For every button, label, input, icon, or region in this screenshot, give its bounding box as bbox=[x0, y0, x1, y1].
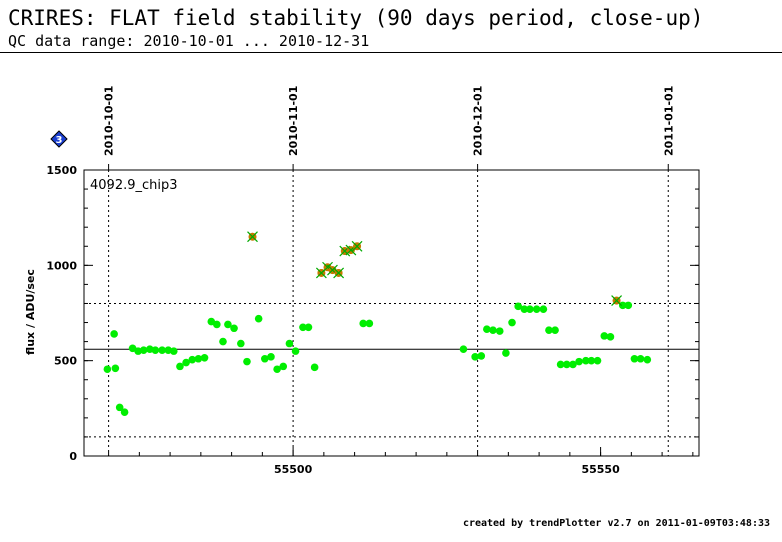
page-title: CRIRES: FLAT field stability (90 days pe… bbox=[8, 6, 704, 30]
data-points bbox=[103, 231, 652, 416]
outlier-point bbox=[247, 231, 258, 243]
data-point bbox=[273, 365, 281, 374]
data-point bbox=[169, 347, 178, 355]
data-point bbox=[230, 324, 238, 333]
data-point bbox=[545, 326, 553, 334]
axes: 2010-10-01 2010-11-01 2010-12-01 2011-01-01… bbox=[46, 86, 699, 476]
data-point bbox=[606, 333, 615, 341]
data-point bbox=[158, 346, 166, 354]
data-point bbox=[103, 365, 112, 374]
data-point bbox=[483, 325, 491, 334]
data-point bbox=[120, 408, 129, 416]
data-point bbox=[575, 357, 583, 366]
data-point bbox=[508, 318, 516, 327]
badge-label: 3 bbox=[56, 135, 63, 146]
data-point bbox=[562, 360, 571, 369]
data-point bbox=[310, 363, 319, 372]
data-point bbox=[556, 360, 565, 369]
date-tick-label: 2010-12-01 bbox=[472, 86, 485, 156]
data-point bbox=[304, 323, 313, 332]
data-point bbox=[151, 346, 160, 354]
outlier-cross bbox=[333, 267, 345, 279]
data-point bbox=[115, 403, 124, 412]
outlier-cross bbox=[611, 295, 623, 307]
data-point bbox=[551, 326, 559, 334]
data-point bbox=[285, 339, 294, 348]
data-point bbox=[261, 354, 269, 363]
data-point bbox=[600, 332, 609, 340]
plot-frame-box bbox=[83, 169, 700, 457]
date-tick-label: 2011-01-01 bbox=[662, 86, 675, 156]
data-point bbox=[254, 314, 263, 323]
data-point bbox=[569, 360, 577, 369]
data-point bbox=[477, 352, 486, 360]
reference-lines bbox=[84, 170, 699, 456]
data-point bbox=[624, 301, 633, 310]
y-tick-label: 1500 bbox=[46, 164, 77, 177]
data-point bbox=[532, 305, 541, 313]
x-tick-label: 55500 bbox=[274, 463, 313, 476]
axis-labels: 4092.9_chip3 flux / ADU/sec bbox=[24, 178, 178, 355]
data-point bbox=[587, 356, 596, 365]
data-point bbox=[459, 345, 468, 354]
y-tick-label: 1000 bbox=[46, 259, 77, 272]
badge-diamond bbox=[50, 130, 68, 148]
data-point bbox=[471, 353, 479, 361]
data-point bbox=[365, 319, 374, 328]
data-point bbox=[188, 355, 197, 364]
data-point bbox=[495, 327, 504, 335]
panel-label: 4092.9_chip3 bbox=[90, 178, 178, 193]
data-point bbox=[291, 347, 300, 355]
data-point bbox=[243, 357, 251, 366]
data-point bbox=[539, 305, 548, 313]
data-point bbox=[200, 354, 209, 362]
y-tick-label: 500 bbox=[54, 355, 77, 368]
data-point bbox=[279, 362, 288, 371]
data-point bbox=[213, 320, 221, 329]
data-point bbox=[489, 326, 497, 334]
data-point bbox=[643, 355, 652, 364]
data-point bbox=[111, 364, 120, 373]
page-subtitle: QC data range: 2010-10-01 ... 2010-12-31 bbox=[8, 32, 370, 50]
data-point bbox=[526, 305, 534, 313]
title-divider bbox=[0, 52, 782, 53]
data-point bbox=[514, 302, 522, 311]
y-tick-label: 0 bbox=[69, 450, 77, 463]
date-tick-label: 2010-11-01 bbox=[287, 86, 300, 156]
outlier-cross bbox=[351, 240, 363, 252]
x-tick-label: 55550 bbox=[581, 463, 620, 476]
outlier-point bbox=[611, 295, 623, 307]
data-point bbox=[520, 305, 529, 313]
outlier-cross bbox=[247, 231, 258, 243]
date-tick-label: 2010-10-01 bbox=[103, 86, 116, 156]
data-point bbox=[224, 320, 232, 329]
data-point bbox=[630, 354, 639, 363]
outlier-point bbox=[333, 267, 345, 279]
data-point bbox=[618, 301, 627, 310]
plot-frame bbox=[83, 169, 700, 457]
data-point bbox=[582, 356, 590, 365]
data-point bbox=[219, 337, 227, 346]
data-point bbox=[359, 319, 368, 328]
outlier-point bbox=[351, 240, 363, 252]
data-point bbox=[502, 349, 510, 357]
y-axis-label: flux / ADU/sec bbox=[24, 269, 37, 355]
footer-credit: created by trendPlotter v2.7 on 2011-01-… bbox=[462, 518, 770, 529]
data-point bbox=[176, 362, 184, 371]
chip-marker-icon: 3 bbox=[50, 130, 68, 148]
data-point bbox=[299, 323, 307, 332]
data-point bbox=[237, 339, 245, 348]
data-point bbox=[182, 358, 190, 367]
data-point bbox=[593, 356, 602, 365]
data-point bbox=[194, 354, 203, 363]
data-point bbox=[110, 330, 118, 338]
data-point bbox=[267, 353, 275, 361]
data-point bbox=[636, 354, 645, 363]
outlier-point bbox=[345, 244, 357, 256]
data-point bbox=[139, 346, 148, 354]
